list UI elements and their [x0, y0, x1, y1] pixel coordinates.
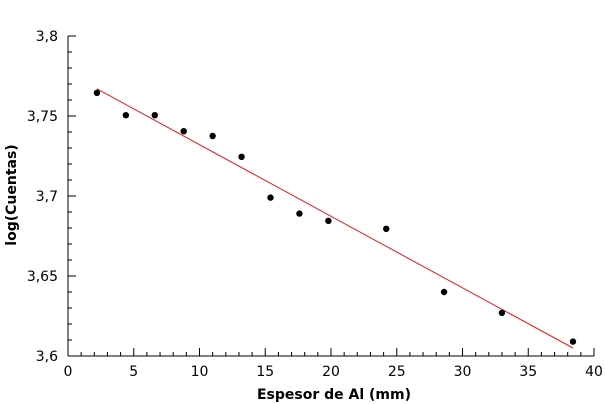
- x-tick-label: 40: [585, 364, 603, 380]
- x-tick-label: 25: [388, 364, 406, 380]
- data-point: [267, 194, 274, 201]
- plot-area: 0 5 10 15 20 25 30 35 40 3,6 3,65 3,7 3,75 3,8: [27, 29, 603, 380]
- data-point: [569, 338, 577, 345]
- data-point: [180, 128, 187, 135]
- data-point: [296, 210, 303, 217]
- data-point: [151, 112, 158, 119]
- data-point: [383, 225, 390, 232]
- y-tick-label: 3,6: [36, 349, 58, 365]
- x-tick-label: 0: [64, 364, 73, 380]
- y-ticks: 3,6 3,65 3,7 3,75 3,8: [27, 29, 76, 365]
- x-tick-label: 20: [322, 364, 340, 380]
- fit-line: [96, 88, 574, 349]
- data-points: [93, 89, 577, 345]
- data-point: [93, 89, 101, 97]
- x-axis-title: Espesor de Al (mm): [257, 387, 411, 403]
- x-tick-label: 15: [256, 364, 274, 380]
- x-tick-label: 10: [191, 364, 209, 380]
- x-tick-label: 35: [519, 364, 537, 380]
- x-tick-label: 5: [129, 364, 138, 380]
- data-point: [209, 132, 216, 140]
- y-tick-label: 3,75: [27, 109, 58, 125]
- data-point: [325, 217, 332, 224]
- data-point: [498, 309, 506, 316]
- y-tick-label: 3,65: [27, 269, 58, 285]
- data-point: [122, 112, 130, 119]
- data-point: [440, 288, 448, 296]
- x-tick-label: 30: [454, 364, 472, 380]
- y-tick-label: 3,7: [36, 189, 58, 205]
- fit-line-layer: [96, 88, 574, 349]
- x-ticks: 0 5 10 15 20 25 30 35 40: [64, 348, 603, 380]
- y-tick-label: 3,8: [36, 29, 58, 45]
- y-axis-title: log(Cuentas): [4, 144, 20, 245]
- data-point: [238, 153, 245, 160]
